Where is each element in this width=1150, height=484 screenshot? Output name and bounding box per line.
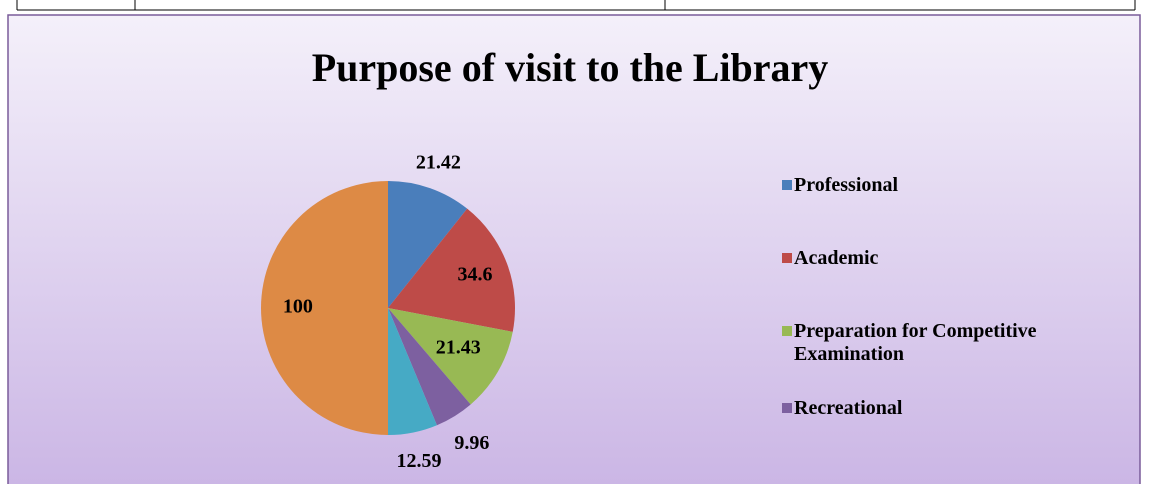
data-label: 12.59 xyxy=(396,450,441,472)
pie-slice xyxy=(261,181,388,435)
legend-swatch xyxy=(782,403,792,413)
pie-slice xyxy=(388,308,471,426)
legend-swatch xyxy=(782,253,792,263)
legend-label: Recreational xyxy=(794,397,903,419)
data-label: 34.6 xyxy=(457,263,492,285)
legend-swatch xyxy=(782,180,792,190)
chart-area xyxy=(7,14,1141,484)
legend-item: Academic xyxy=(782,247,1094,270)
legend-item: Preparation for Competitive Examination xyxy=(782,320,1094,366)
data-label: 21.42 xyxy=(416,152,461,174)
data-label: 21.43 xyxy=(436,336,481,358)
pie-slice xyxy=(388,181,468,308)
data-label: 100 xyxy=(283,296,313,318)
legend-label: Professional xyxy=(794,174,899,196)
legend-label: Academic xyxy=(794,247,879,269)
legend-swatch xyxy=(782,326,792,336)
chart-title: Purpose of visit to the Library xyxy=(312,45,829,90)
pie-slice xyxy=(388,308,513,405)
pie-slice xyxy=(388,208,515,332)
table-lines xyxy=(16,0,1136,11)
legend-item: Recreational xyxy=(782,397,1094,420)
data-label: 9.96 xyxy=(454,432,489,454)
legend-item: Professional xyxy=(782,174,1094,197)
pie-slice xyxy=(388,308,437,435)
legend-label: Preparation for Competitive Examination xyxy=(794,320,1037,365)
